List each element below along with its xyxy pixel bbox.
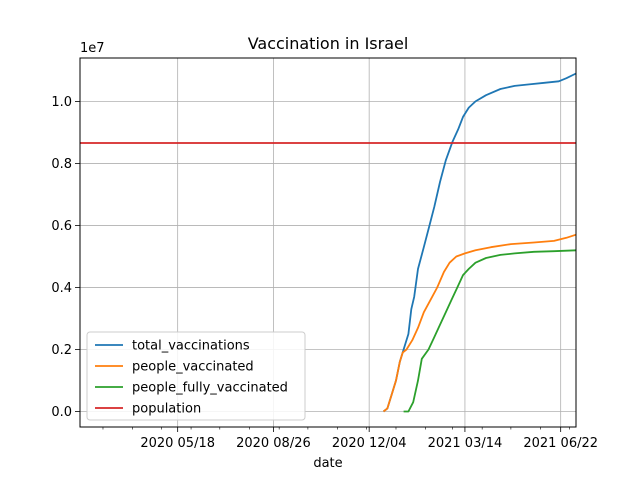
legend-label: people_fully_vaccinated [132,381,288,396]
y-tick-label: 1.0 [51,95,72,110]
x-tick-label: 2020 08/26 [236,436,311,451]
plot-frame [79,57,577,428]
series-line-people-vaccinated [382,233,577,413]
y-tick-label: 0.8 [51,157,72,172]
y-axis: 0.0 0.2 0.4 0.6 0.8 1.0 [51,95,80,420]
y-tick-label: 0.6 [51,219,72,234]
y-scale-label: 1e7 [80,41,105,56]
x-axis: 2020 05/18 2020 08/26 2020 12/04 2021 03/14… [102,427,598,451]
chart-title: Vaccination in Israel [248,34,409,53]
x-tick-label: 2021 06/22 [523,436,598,451]
grid [80,58,576,427]
legend-label: people_vaccinated [132,360,254,375]
y-tick-label: 0.4 [51,281,72,296]
x-tick-label: 2020 05/18 [140,436,215,451]
legend-label: total_vaccinations [132,339,250,354]
x-axis-label: date [313,456,342,471]
y-tick-label: 0.0 [51,405,72,420]
x-tick-label: 2021 03/14 [428,436,503,451]
x-tick-label: 2020 12/04 [332,436,407,451]
series-lines [80,72,577,413]
y-tick-label: 0.2 [51,343,72,358]
legend-box [86,331,306,421]
series-line-people-fully-vaccinated [403,249,577,413]
legend: total_vaccinations people_vaccinatedpeopl… [86,331,306,421]
legend-label: population [132,402,201,417]
